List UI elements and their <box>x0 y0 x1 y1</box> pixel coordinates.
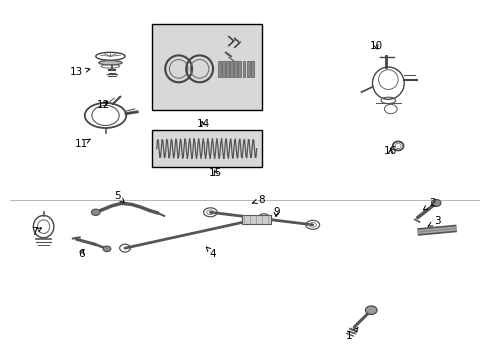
Bar <box>152 24 261 110</box>
Text: 14: 14 <box>196 120 209 129</box>
Text: 12: 12 <box>96 100 109 110</box>
Text: 2: 2 <box>423 198 435 210</box>
Text: 10: 10 <box>369 41 382 50</box>
Bar <box>250 60 253 77</box>
Bar <box>238 60 241 77</box>
Text: 3: 3 <box>427 216 440 226</box>
Text: 1: 1 <box>346 328 357 341</box>
FancyBboxPatch shape <box>242 215 271 224</box>
Bar <box>242 60 245 77</box>
Circle shape <box>365 306 376 315</box>
Ellipse shape <box>99 60 122 65</box>
Circle shape <box>430 199 440 207</box>
Circle shape <box>103 246 111 252</box>
Text: 15: 15 <box>208 168 222 178</box>
Bar <box>230 60 233 77</box>
Text: 13: 13 <box>69 67 90 77</box>
Bar <box>225 60 228 77</box>
Bar <box>246 60 249 77</box>
Text: 9: 9 <box>272 207 279 217</box>
Text: 5: 5 <box>114 191 124 203</box>
Text: 6: 6 <box>78 248 84 258</box>
Circle shape <box>91 209 100 216</box>
Bar <box>152 130 261 167</box>
Text: 4: 4 <box>206 247 216 258</box>
Text: 11: 11 <box>74 139 90 149</box>
Bar <box>222 60 224 77</box>
Text: 16: 16 <box>384 146 397 156</box>
Text: 8: 8 <box>252 195 264 205</box>
Bar <box>217 60 220 77</box>
Bar <box>234 60 237 77</box>
Text: 7: 7 <box>31 227 41 237</box>
